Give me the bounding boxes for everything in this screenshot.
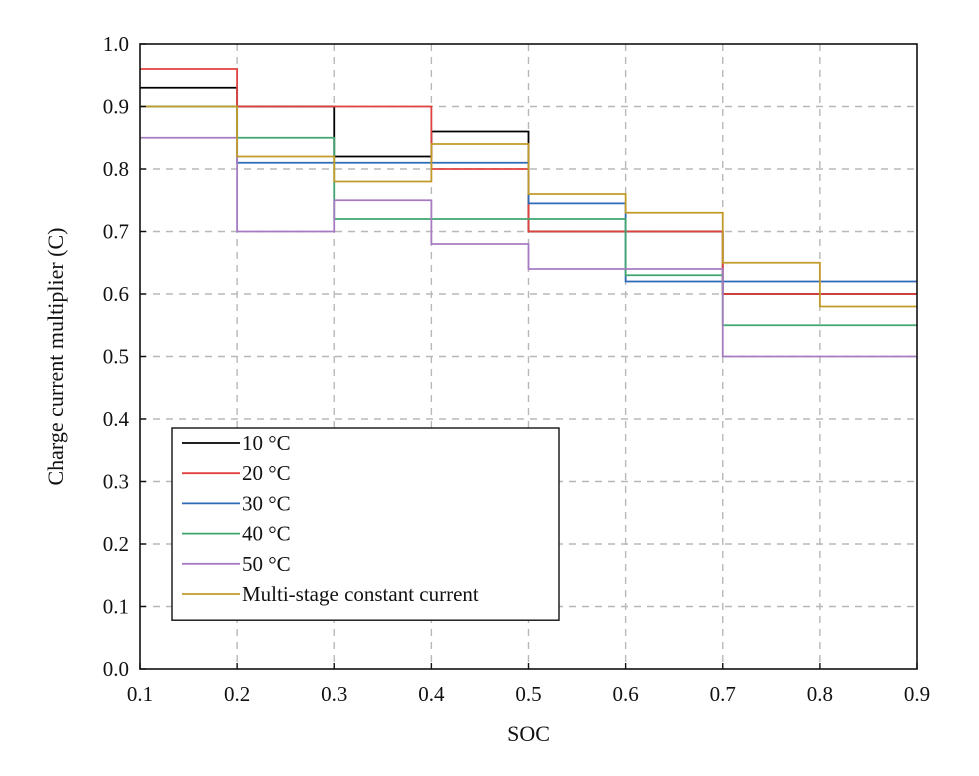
y-tick-label: 0.8 xyxy=(103,157,129,181)
x-tick-label: 0.3 xyxy=(321,682,347,706)
legend-box xyxy=(171,427,560,621)
x-tick-label: 0.4 xyxy=(418,682,445,706)
legend-label: 40 °C xyxy=(242,522,291,546)
x-tick-label: 0.7 xyxy=(710,682,736,706)
y-tick-label: 1.0 xyxy=(103,32,129,56)
legend: 10 °C 20 °C 30 °C 40 °C 50 °C Multi-stage con… xyxy=(171,427,560,621)
legend-label: 10 °C xyxy=(242,431,291,455)
series-line-6 xyxy=(140,105,917,308)
y-tick-label: 0.9 xyxy=(103,95,129,119)
x-tick-label: 0.8 xyxy=(807,682,833,706)
x-axis-title: SOC xyxy=(507,721,550,746)
y-tick-label: 0.6 xyxy=(103,282,129,306)
series-line-5 xyxy=(140,136,917,358)
y-tick-label: 0.3 xyxy=(103,470,129,494)
y-tick-label: 0.2 xyxy=(103,532,129,556)
y-tick-label: 0.0 xyxy=(103,657,129,681)
legend-label: 20 °C xyxy=(242,461,291,485)
y-axis-title: Charge current multiplier (C) xyxy=(43,227,68,485)
y-tick-label: 0.5 xyxy=(103,345,129,369)
x-tick-label: 0.9 xyxy=(904,682,930,706)
x-tick-label: 0.2 xyxy=(224,682,250,706)
y-tick-label: 0.4 xyxy=(103,407,130,431)
legend-label: 30 °C xyxy=(242,491,291,515)
series-lines xyxy=(140,68,917,358)
x-tick-label: 0.1 xyxy=(127,682,153,706)
axis-ticks: 0.1 0.2 0.3 0.4 0.5 0.6 0.7 0.8 0.90.00.10.20.30… xyxy=(103,32,930,706)
x-tick-label: 0.6 xyxy=(613,682,639,706)
legend-label: 50 °C xyxy=(242,552,291,576)
legend-label: Multi-stage constant current xyxy=(242,582,479,606)
x-tick-label: 0.5 xyxy=(515,682,541,706)
y-tick-label: 0.1 xyxy=(103,595,129,619)
y-tick-label: 0.7 xyxy=(103,220,129,244)
